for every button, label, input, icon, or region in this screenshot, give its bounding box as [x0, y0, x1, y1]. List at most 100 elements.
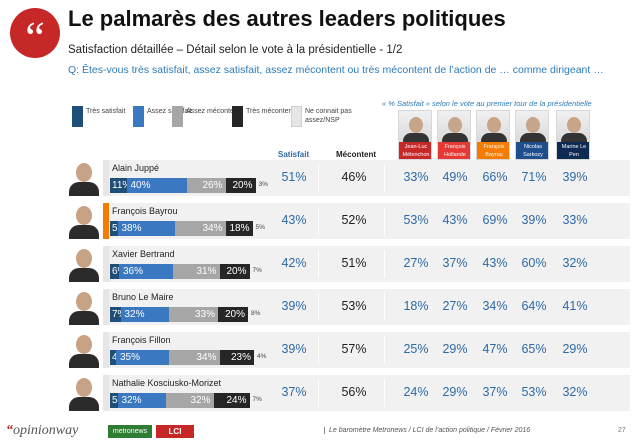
bar-nsp-label: 4%: [257, 353, 267, 360]
person-body-icon: [69, 311, 99, 325]
column-separator: [384, 379, 385, 407]
bar-tres-mecontent: 20%: [225, 178, 256, 193]
politician-name: François Bayrou: [112, 206, 178, 216]
candidate-head-icon: [526, 117, 540, 133]
bar-tres-mecontent: 20%: [219, 264, 250, 279]
satisfait-value: 39%: [281, 299, 307, 313]
legend-swatch: [291, 106, 302, 127]
politician-photo: [65, 246, 103, 282]
legend-label: Assez mécontent: [186, 108, 240, 115]
vote-value: 27%: [442, 299, 468, 313]
person-head-icon: [76, 292, 92, 311]
bar-tres-satisfait: 6%: [110, 264, 119, 279]
vote-value: 60%: [521, 256, 547, 270]
vote-value: 34%: [482, 299, 508, 313]
legend-swatch: [133, 106, 144, 127]
vote-value: 39%: [521, 213, 547, 227]
column-satisfait: Satisfait: [278, 150, 310, 159]
bar-tres-mecontent: 24%: [213, 393, 250, 408]
politician-name: Nathalie Kosciusko-Morizet: [112, 378, 222, 388]
satisfait-value: 37%: [281, 385, 307, 399]
legend-swatch: [72, 106, 83, 127]
politician-photo: [65, 332, 103, 368]
lci-logo: LCI: [156, 425, 194, 438]
bar-nsp-label: 7%: [252, 267, 262, 274]
footer-caption: Le baromètre Metronews / LCI de l’action…: [324, 427, 530, 434]
politician-photo: [65, 160, 103, 196]
opinionway-logo: “opinionway: [6, 423, 79, 438]
politician-name: Alain Juppé: [112, 163, 160, 173]
vote-value: 32%: [562, 385, 588, 399]
vote-value: 37%: [442, 256, 468, 270]
column-separator: [384, 207, 385, 235]
bar-assez-mecontent: 31%: [173, 264, 220, 279]
vote-value: 71%: [521, 170, 547, 184]
candidate-label: François Hollande: [438, 142, 470, 159]
mecontent-value: 53%: [341, 299, 367, 313]
person-body-icon: [69, 354, 99, 368]
legend-label: Très satisfait: [86, 108, 126, 115]
candidate-label: Marine Le Pen: [557, 142, 589, 159]
table-row: Alain Juppé 11%40%26%20%3% 51% 46% 33% 49% 66%…: [65, 160, 630, 196]
quote-badge: “: [10, 8, 60, 62]
page-number: 27: [618, 427, 626, 434]
vote-value: 43%: [442, 213, 468, 227]
row-accent: [103, 332, 109, 368]
politician-name: Bruno Le Maire: [112, 292, 174, 302]
politician-name: François Fillon: [112, 335, 171, 345]
vote-value: 18%: [403, 299, 429, 313]
person-head-icon: [76, 163, 92, 182]
table-row: Bruno Le Maire 7%32%33%20%8% 39% 53% 18% 27% 3…: [65, 289, 630, 325]
person-head-icon: [76, 249, 92, 268]
mecontent-value: 57%: [341, 342, 367, 356]
satisfait-value: 43%: [281, 213, 307, 227]
bar-assez-satisfait: 32%: [120, 307, 169, 322]
candidate-head-icon: [487, 117, 501, 133]
mecontent-value: 46%: [341, 170, 367, 184]
satisfait-value: 39%: [281, 342, 307, 356]
vote-value: 29%: [442, 385, 468, 399]
bar-nsp-label: 8%: [251, 310, 261, 317]
candidate-photo: Marine Le Pen: [556, 110, 590, 160]
bar-nsp-label: 5%: [255, 224, 265, 231]
bar-assez-satisfait: 32%: [117, 393, 166, 408]
person-head-icon: [76, 378, 92, 397]
candidate-label: François Bayrou: [477, 142, 509, 159]
candidate-head-icon: [567, 117, 581, 133]
vote-value: 41%: [562, 299, 588, 313]
row-accent: [103, 203, 109, 239]
vote-value: 69%: [482, 213, 508, 227]
metronews-logo: metronews: [108, 425, 152, 438]
page-title: Le palmarès des autres leaders politique…: [68, 6, 506, 31]
candidate-header: « % Satisfait » selon le vote au premier…: [382, 99, 592, 108]
column-separator: [318, 293, 319, 321]
bar-tres-satisfait: 5%: [110, 393, 118, 408]
table-row: Xavier Bertrand 6%36%31%20%7% 42% 51% 27% 37%…: [65, 246, 630, 282]
column-separator: [318, 336, 319, 364]
vote-value: 65%: [521, 342, 547, 356]
politician-photo: [65, 375, 103, 411]
vote-value: 24%: [403, 385, 429, 399]
bar-tres-satisfait: 5%: [110, 221, 118, 236]
vote-value: 27%: [403, 256, 429, 270]
vote-value: 53%: [403, 213, 429, 227]
row-accent: [103, 160, 109, 196]
candidate-photo: François Bayrou: [476, 110, 510, 160]
column-separator: [384, 293, 385, 321]
satisfait-value: 51%: [281, 170, 307, 184]
politician-photo: [65, 289, 103, 325]
candidate-label: Jean-Luc Mélenchon: [399, 142, 431, 159]
person-head-icon: [76, 335, 92, 354]
satisfait-value: 42%: [281, 256, 307, 270]
column-separator: [384, 250, 385, 278]
bar-assez-mecontent: 34%: [174, 221, 226, 236]
vote-value: 66%: [482, 170, 508, 184]
bar-tres-satisfait: 7%: [110, 307, 121, 322]
column-separator: [318, 164, 319, 192]
politician-name: Xavier Bertrand: [112, 249, 175, 259]
mecontent-value: 52%: [341, 213, 367, 227]
vote-value: 37%: [482, 385, 508, 399]
candidate-photo: Nicolas Sarkozy: [515, 110, 549, 160]
bar-tres-mecontent: 23%: [219, 350, 254, 365]
vote-value: 33%: [562, 213, 588, 227]
